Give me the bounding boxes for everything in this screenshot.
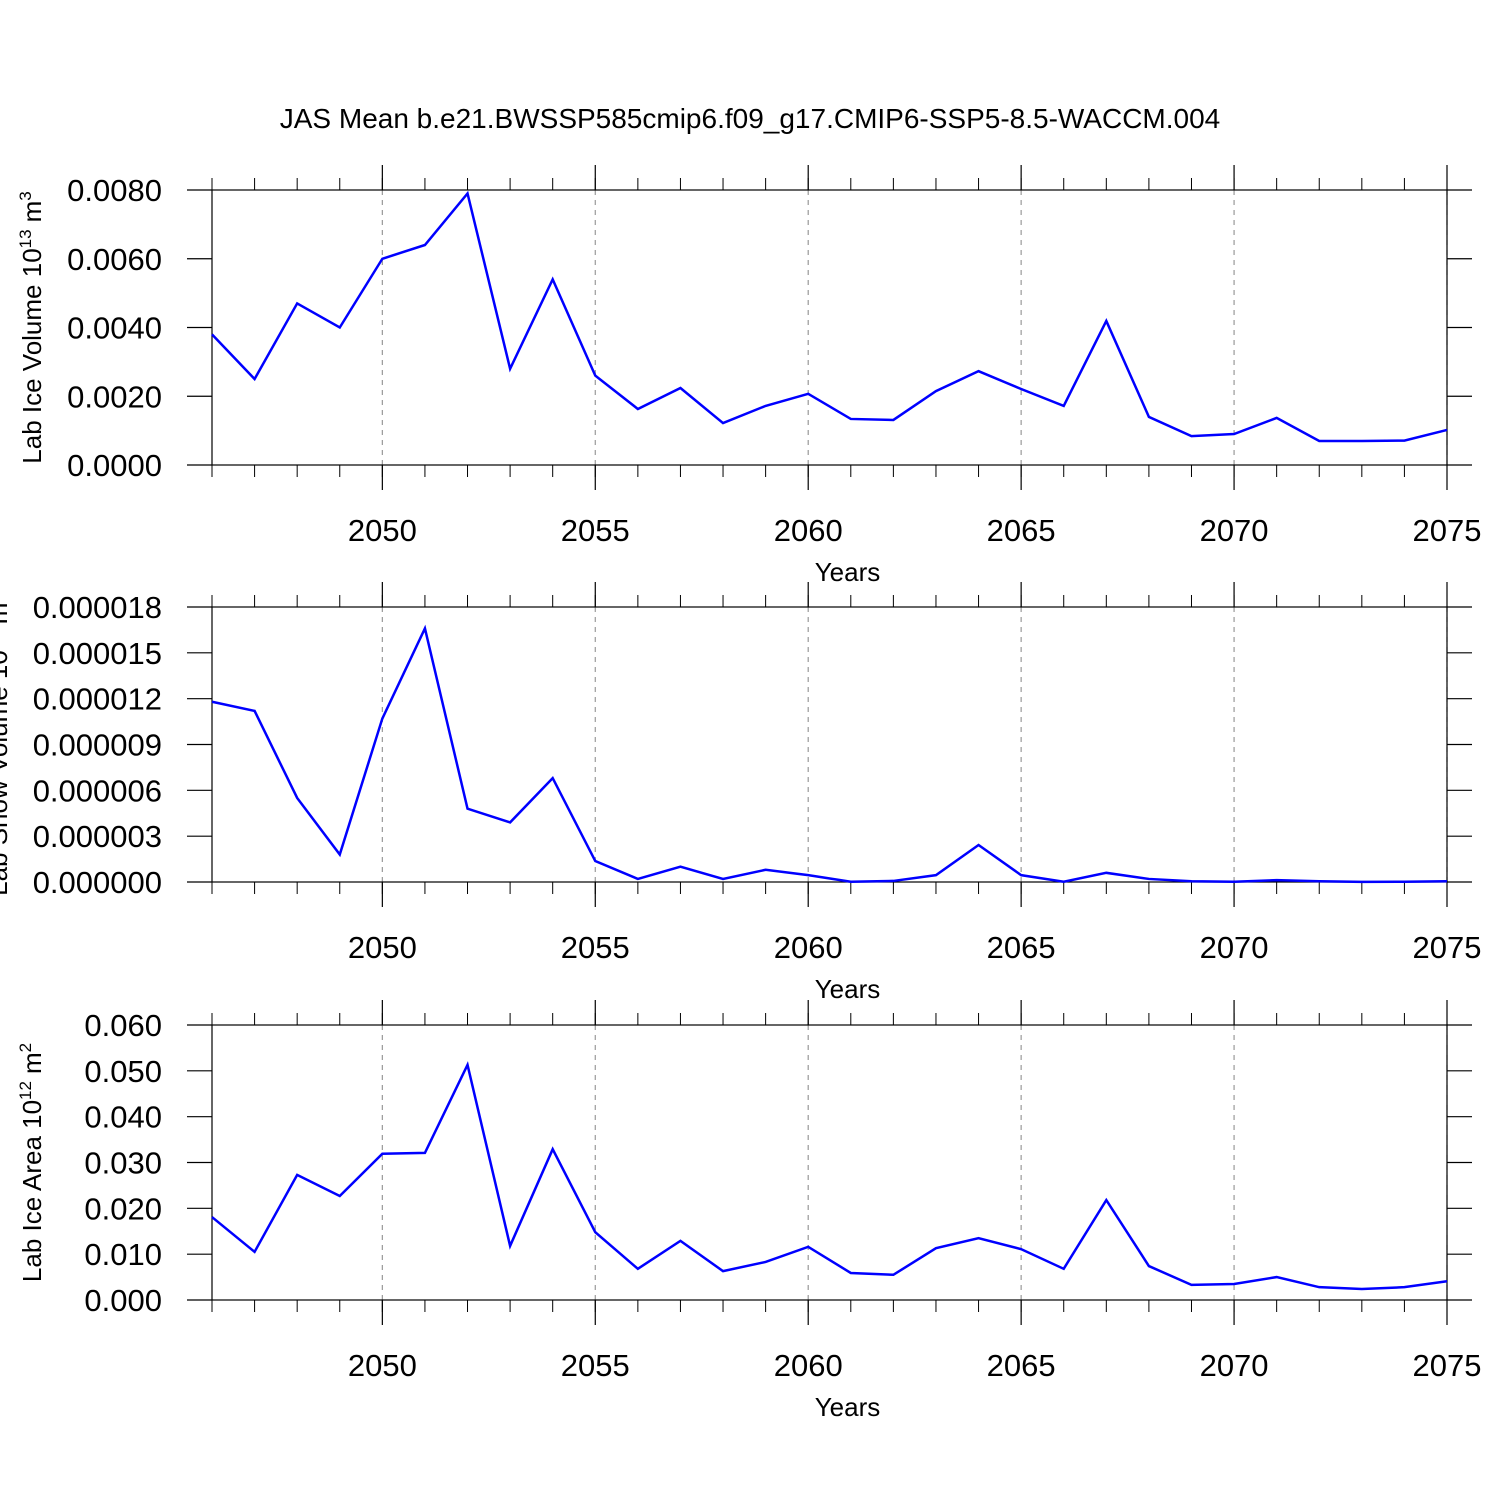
x-tick-label: 2070 <box>1200 930 1269 965</box>
y-tick-label: 0.0000 <box>67 448 162 483</box>
x-tick-label: 2065 <box>987 513 1056 548</box>
y-tick-label: 0.0080 <box>67 173 162 208</box>
y-axis-label-text: Lab Ice Volume 10 <box>17 248 47 463</box>
x-tick-label: 2060 <box>774 1348 843 1383</box>
y-axis-label-text: Lab Snow Volume 10 <box>0 650 13 896</box>
x-tick-label: 2075 <box>1413 930 1482 965</box>
x-tick-label: 2050 <box>348 513 417 548</box>
y-axis-label-unit: m <box>17 1052 47 1074</box>
y-axis-label-unit: m <box>0 603 13 625</box>
chart-title: JAS Mean b.e21.BWSSP585cmip6.f09_g17.CMI… <box>280 103 1221 134</box>
x-axis-label: Years <box>815 974 881 1004</box>
y-tick-label: 0.0060 <box>67 242 162 277</box>
y-tick-label: 0.000003 <box>33 819 162 854</box>
y-axis-label-text: Lab Ice Area 10 <box>17 1100 47 1282</box>
y-tick-label: 0.0040 <box>67 311 162 346</box>
y-tick-label: 0.000000 <box>33 865 162 900</box>
y-tick-label: 0.000018 <box>33 590 162 625</box>
x-tick-label: 2070 <box>1200 513 1269 548</box>
y-tick-label: 0.000009 <box>33 728 162 763</box>
x-tick-label: 2060 <box>774 513 843 548</box>
y-axis-label-unit-exp: 3 <box>0 593 1 602</box>
plot-frame <box>211 1024 1448 1301</box>
x-tick-label: 2055 <box>561 930 630 965</box>
y-tick-label: 0.050 <box>84 1054 162 1089</box>
data-line <box>211 1061 1448 1291</box>
x-tick-label: 2065 <box>987 930 1056 965</box>
y-tick-label: 0.020 <box>84 1191 162 1226</box>
y-tick-label: 0.030 <box>84 1146 162 1181</box>
x-tick-label: 2065 <box>987 1348 1056 1383</box>
x-tick-label: 2070 <box>1200 1348 1269 1383</box>
y-tick-label: 0.040 <box>84 1100 162 1135</box>
y-tick-label: 0.000015 <box>33 636 162 671</box>
y-axis-label-unit: m <box>17 201 47 223</box>
y-axis-label-exp: 12 <box>16 1081 35 1100</box>
x-tick-label: 2050 <box>348 930 417 965</box>
data-line <box>211 190 1448 443</box>
y-tick-label: 0.0020 <box>67 379 162 414</box>
y-axis-label: Lab Ice Area 1012 m2 <box>16 1043 47 1282</box>
x-tick-label: 2060 <box>774 930 843 965</box>
y-axis-label-exp: 13 <box>0 631 1 650</box>
y-tick-label: 0.060 <box>84 1008 162 1043</box>
plot-frame <box>211 606 1448 883</box>
y-axis-label: Lab Snow Volume 1013 m3 <box>0 593 13 896</box>
x-tick-label: 2055 <box>561 513 630 548</box>
y-tick-label: 0.000012 <box>33 682 162 717</box>
y-tick-label: 0.000006 <box>33 773 162 808</box>
x-tick-label: 2050 <box>348 1348 417 1383</box>
x-tick-label: 2075 <box>1413 1348 1482 1383</box>
y-axis-label-exp: 13 <box>16 229 35 248</box>
x-tick-label: 2055 <box>561 1348 630 1383</box>
y-tick-label: 0.010 <box>84 1237 162 1272</box>
y-axis-label-unit-exp: 2 <box>16 1043 35 1052</box>
x-axis-label: Years <box>815 557 881 587</box>
x-axis-label: Years <box>815 1392 881 1422</box>
data-line <box>211 624 1448 884</box>
x-tick-label: 2075 <box>1413 513 1482 548</box>
y-tick-label: 0.000 <box>84 1283 162 1318</box>
y-axis-label: Lab Ice Volume 1013 m3 <box>16 191 47 463</box>
plot-frame <box>211 189 1448 466</box>
y-axis-label-unit-exp: 3 <box>16 191 35 200</box>
